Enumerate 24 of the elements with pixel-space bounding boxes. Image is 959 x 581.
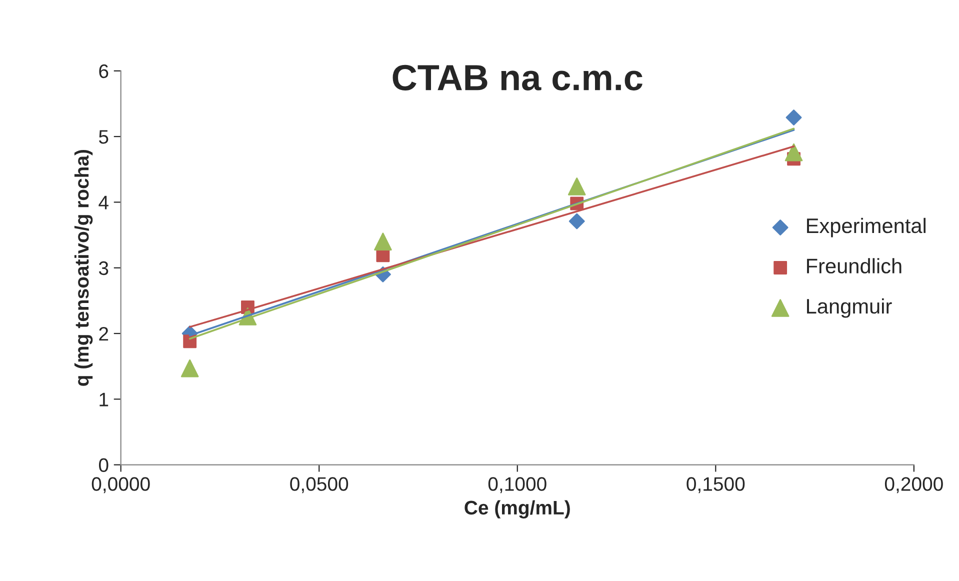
y-tick-label: 4 bbox=[98, 196, 108, 210]
chart-title: CTAB na c.m.c bbox=[392, 64, 642, 90]
point bbox=[784, 143, 803, 162]
x-tick-label: 0,1000 bbox=[488, 477, 546, 494]
y-tick-label: 3 bbox=[98, 261, 108, 276]
y-tick-label: 0 bbox=[98, 458, 108, 472]
x-tick-label: 0,0500 bbox=[290, 477, 348, 494]
legend-label: Experimental bbox=[807, 218, 926, 238]
x-axis-title: Ce (mg/mL) bbox=[464, 500, 570, 518]
point bbox=[786, 110, 802, 126]
x-tick-label: 0,1500 bbox=[686, 477, 745, 494]
point bbox=[568, 213, 585, 230]
x-tick-label: 0,0000 bbox=[92, 477, 150, 494]
y-axis-title: q (mg tensoativo/g rocha) bbox=[74, 150, 93, 386]
point bbox=[180, 359, 199, 378]
y-tick-label: 1 bbox=[100, 392, 108, 406]
y-tick-label: 2 bbox=[99, 326, 108, 341]
point bbox=[374, 232, 392, 250]
y-tick-label: 6 bbox=[99, 64, 108, 78]
legend-label: Langmuir bbox=[807, 298, 892, 318]
legend-label: Freundlich bbox=[807, 258, 902, 274]
y-tick-label: 5 bbox=[98, 130, 108, 144]
x-tick-label: 0,2000 bbox=[884, 477, 943, 494]
point bbox=[568, 178, 586, 196]
